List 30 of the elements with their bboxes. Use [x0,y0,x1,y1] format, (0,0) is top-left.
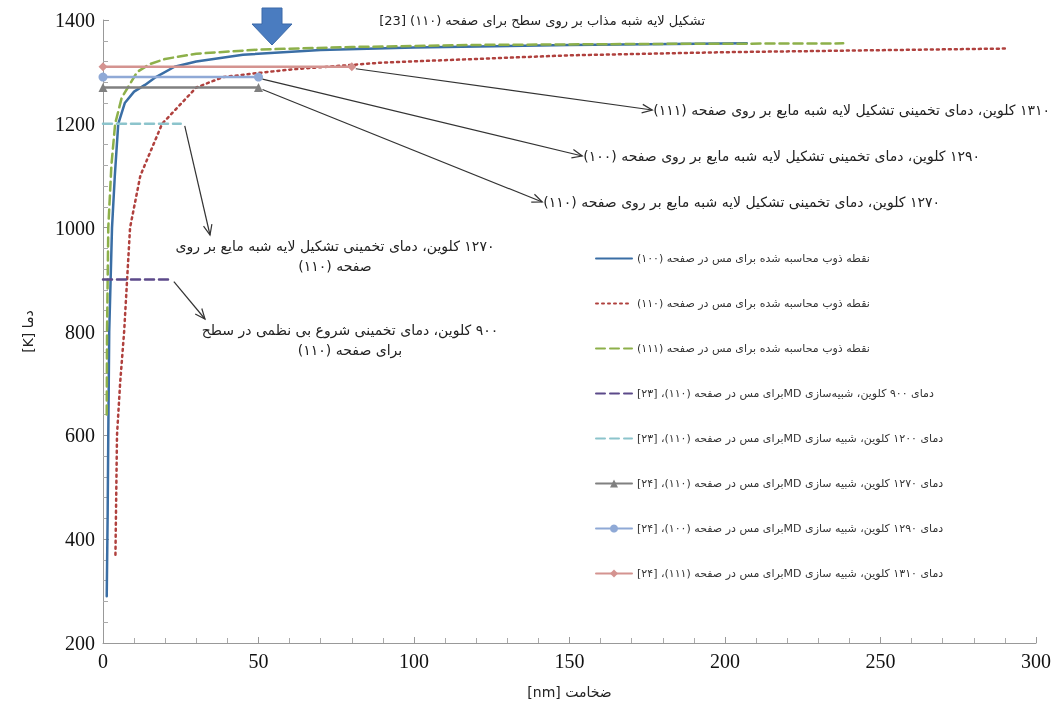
y-tick-label: 800 [65,320,95,343]
x-tick-label: 200 [710,650,740,672]
annotation: ۱۲۷۰ کلوین، دمای تخمینی تشکیل لایه شبه مایع بر روی صفحه (۱۱۰) [543,193,940,213]
x-axis-title: ضخامت [nm] [527,684,612,700]
x-tick-label: 50 [248,650,269,672]
annotation: ۱۲۹۰ کلوین، دمای تخمینی تشکیل لایه شبه مایع بر روی صفحه (۱۰۰) [583,147,980,167]
y-tick-label: 1400 [55,9,95,31]
legend-label: دمای ۱۲۹۰ کلوین، شبیه سازی MDبرای مس در صفحه (۱۰۰)، [۲۴] [637,522,944,535]
legend-label: دمای ۹۰۰ کلوین، شبیه‌سازی MDبرای مس در صفحه (۱۱۰)، [۲۳] [637,387,934,400]
y-tick-label: 600 [65,424,95,447]
legend-label: نقطه ذوب محاسبه شده برای مس در صفحه (۱۰۰) [637,252,870,265]
x-tick-label: 150 [554,650,585,672]
legend-label: دمای ۱۲۰۰ کلوین، شبیه سازی MDبرای مس در صفحه (۱۱۰)، [۲۳] [637,432,944,445]
y-tick-label: 1200 [55,112,95,135]
y-tick-label: 1000 [55,216,95,239]
x-tick-label: 300 [1021,650,1051,672]
y-tick-label: 200 [65,632,95,654]
x-tick-label: 100 [399,650,429,672]
annotation: تشکیل لایه شبه مذاب بر روی سطح برای صفحه (۱۱۰) [23] [379,12,705,31]
annotation: ۱۳۱۰ کلوین، دمای تخمینی تشکیل لایه شبه مایع بر روی صفحه (۱۱۱) [653,101,1050,121]
y-axis-title: دما [K] [20,310,36,353]
legend-label: نقطه ذوب محاسبه شده برای مس در صفحه (۱۱۰) [637,297,870,310]
legend-label: دمای ۱۲۷۰ کلوین، شبیه سازی MDبرای مس در صفحه (۱۱۰)، [۲۴] [637,477,944,490]
annotation: ۱۲۷۰ کلوین، دمای تخمینی تشکیل لایه شبه مایع بر روی صفحه (۱۱۰) [174,237,496,277]
x-tick-label: 0 [98,650,108,672]
legend-label: دمای ۱۳۱۰ کلوین، شبیه سازی MDبرای مس در صفحه (۱۱۱)، [۲۴] [637,567,944,580]
annotation: ۹۰۰ کلوین، دمای تخمینی شروع بی نظمی در سطح برای صفحه (۱۱۰) [200,321,500,361]
x-tick-label: 250 [865,650,896,672]
legend-label: نقطه ذوب محاسبه شده برای مس در صفحه (۱۱۱) [637,342,870,355]
y-tick-label: 400 [65,528,95,551]
